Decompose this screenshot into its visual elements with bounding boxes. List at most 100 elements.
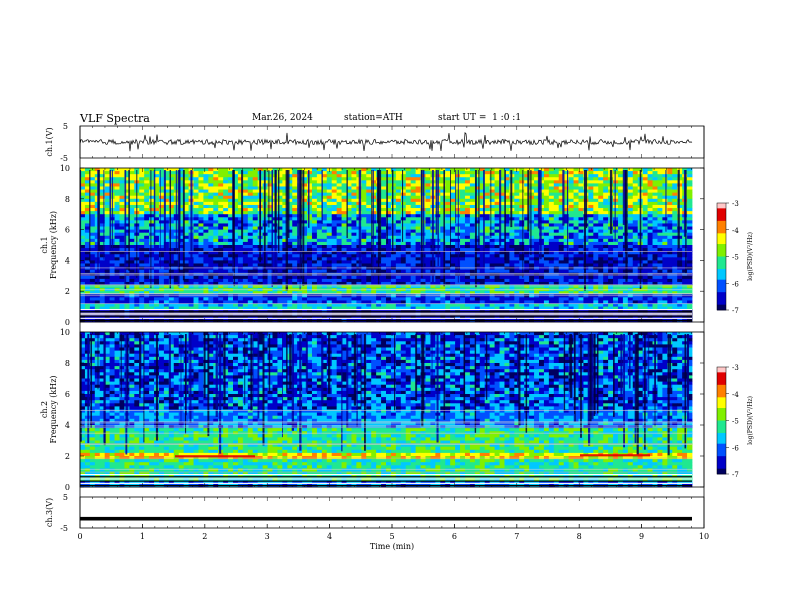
- spectrogram-cell: [237, 177, 244, 181]
- spectrogram-cell: [667, 272, 673, 277]
- spectrogram-cell: [553, 177, 560, 181]
- spectrogram-cell: [524, 198, 530, 203]
- spectrogram-cell: [464, 226, 471, 230]
- spectrogram-cell: [593, 260, 599, 264]
- spectrogram-cell: [553, 223, 560, 227]
- spectrogram-cell: [386, 186, 392, 190]
- spectrogram-cell: [233, 186, 239, 190]
- spectrogram-cell: [163, 183, 170, 187]
- spectrogram-cell: [543, 177, 550, 181]
- spectrogram-cell: [687, 223, 693, 227]
- spectrogram-cell: [410, 263, 417, 267]
- spectrogram-cell: [657, 251, 663, 255]
- spectrogram-cell: [307, 229, 313, 234]
- spectrogram-cell: [667, 208, 673, 212]
- spectrogram-cell: [233, 229, 239, 234]
- spectrogram-cell: [647, 220, 653, 224]
- spectrogram-cell: [163, 254, 170, 258]
- spectrogram-cell: [617, 229, 624, 234]
- spectrogram-cell: [99, 177, 106, 181]
- spectrogram-cell: [341, 281, 347, 286]
- spectrogram-cell: [598, 238, 604, 243]
- spectrogram-cell: [158, 269, 165, 274]
- spectrogram-cell: [613, 251, 619, 255]
- spectrogram-cell: [627, 269, 634, 274]
- spectrogram-cell: [395, 269, 402, 274]
- spectrogram-cell: [277, 192, 283, 197]
- spectrogram-cell: [302, 281, 308, 286]
- spectrogram-cell: [445, 204, 451, 209]
- spectrogram-cell: [168, 211, 175, 215]
- spectrogram-cell: [341, 195, 347, 200]
- spectrogram-cell: [163, 275, 170, 280]
- spectrogram-cell: [371, 278, 377, 283]
- spectrogram-cell: [287, 241, 293, 246]
- spectrogram-cell: [588, 263, 594, 267]
- spectrogram-cell: [603, 272, 609, 277]
- spectrogram-cell: [282, 168, 288, 172]
- spectrogram-cell: [292, 281, 298, 286]
- spectrogram-cell: [647, 272, 653, 277]
- spectrogram-cell: [208, 180, 214, 184]
- spectrogram-cell: [198, 177, 204, 181]
- spectrogram-cell: [617, 201, 624, 206]
- spectrogram-cell: [558, 214, 565, 218]
- spectrogram-cell: [657, 269, 663, 274]
- spectrogram-cell: [307, 278, 313, 283]
- spectrogram-cell: [386, 220, 392, 224]
- spectrogram-cell: [277, 220, 283, 224]
- spectrogram-cell: [114, 291, 120, 295]
- spectrogram-cell: [627, 275, 634, 280]
- spectrogram-cell: [114, 223, 120, 227]
- spectrogram-cell: [242, 278, 249, 283]
- spectrogram-cell: [316, 245, 323, 249]
- spectrogram-cell: [193, 260, 199, 264]
- spectrogram-cell: [326, 278, 333, 283]
- spectrogram-cell: [583, 235, 589, 240]
- spectrogram-cell: [647, 232, 653, 237]
- spectrogram-cell: [484, 232, 491, 237]
- spectrogram-cell: [129, 189, 135, 194]
- spectrogram-cell: [568, 272, 574, 277]
- spectrogram-cell: [149, 241, 155, 246]
- spectrogram-cell: [514, 229, 520, 234]
- spectrogram-cell: [173, 260, 180, 264]
- spectrogram-cell: [218, 168, 224, 172]
- spectrogram-cell: [662, 229, 668, 234]
- spectrogram-cell: [652, 260, 658, 264]
- spectrogram-cell: [381, 263, 387, 267]
- spectrogram-cell: [193, 281, 199, 286]
- spectrogram-cell: [277, 208, 283, 212]
- spectrogram-cell: [603, 275, 609, 280]
- spectrogram-cell: [504, 260, 510, 264]
- spectrogram-cell: [622, 168, 629, 172]
- spectrogram-cell: [687, 245, 693, 249]
- spectrogram-cell: [484, 180, 491, 184]
- spectrogram-cell: [316, 214, 323, 218]
- spectrogram-cell: [267, 180, 273, 184]
- spectrogram-cell: [114, 192, 120, 197]
- spectrogram-cell: [682, 263, 688, 267]
- spectrogram-cell: [534, 285, 540, 289]
- spectrogram-cell: [144, 226, 150, 230]
- spectrogram-cell: [114, 204, 120, 209]
- spectrogram-cell: [80, 272, 86, 277]
- spectrogram-cell: [642, 251, 648, 255]
- spectrogram-cell: [119, 269, 125, 274]
- spectrogram-cell: [178, 217, 185, 221]
- spectrogram-cell: [588, 198, 594, 203]
- spectrogram-cell: [242, 208, 249, 212]
- spectrogram-cell: [578, 201, 584, 206]
- spectrogram-cell: [603, 220, 609, 224]
- spectrogram-cell: [558, 201, 565, 206]
- spectrogram-cell: [603, 183, 609, 187]
- spectrogram-cell: [479, 214, 486, 218]
- spectrogram-cell: [213, 245, 219, 249]
- spectrogram-cell: [410, 211, 417, 215]
- spectrogram-cell: [183, 238, 189, 243]
- spectrogram-cell: [223, 257, 229, 261]
- spectrogram-cell: [543, 254, 550, 258]
- spectrogram-cell: [548, 168, 555, 172]
- spectrogram-cell: [603, 278, 609, 283]
- spectrogram-cell: [326, 223, 333, 227]
